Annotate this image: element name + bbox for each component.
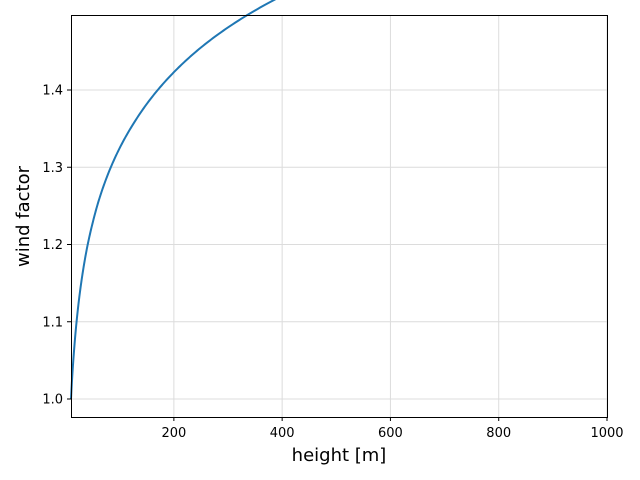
series-layer — [70, 0, 277, 400]
y-tick-label: 1.2 — [42, 238, 63, 253]
y-tick-label: 1.1 — [42, 315, 63, 330]
x-tick-label: 200 — [161, 426, 186, 441]
ticks: 200 400 600 800 1000 1.0 1.1 1.2 1.3 1.4 — [42, 84, 623, 442]
x-axis-label: height [m] — [292, 445, 387, 466]
x-tick-label: 400 — [270, 426, 295, 441]
x-tick-label: 1000 — [590, 426, 623, 441]
y-tick-label: 1.3 — [42, 161, 63, 176]
y-tick-label: 1.0 — [42, 393, 63, 408]
y-axis-label: wind factor — [13, 165, 34, 267]
y-tick-label: 1.4 — [42, 84, 63, 99]
x-tick-label: 800 — [486, 426, 511, 441]
plot-frame — [71, 15, 608, 418]
grid — [71, 15, 608, 417]
x-tick-label: 600 — [378, 426, 403, 441]
wind-factor-line — [70, 0, 277, 400]
